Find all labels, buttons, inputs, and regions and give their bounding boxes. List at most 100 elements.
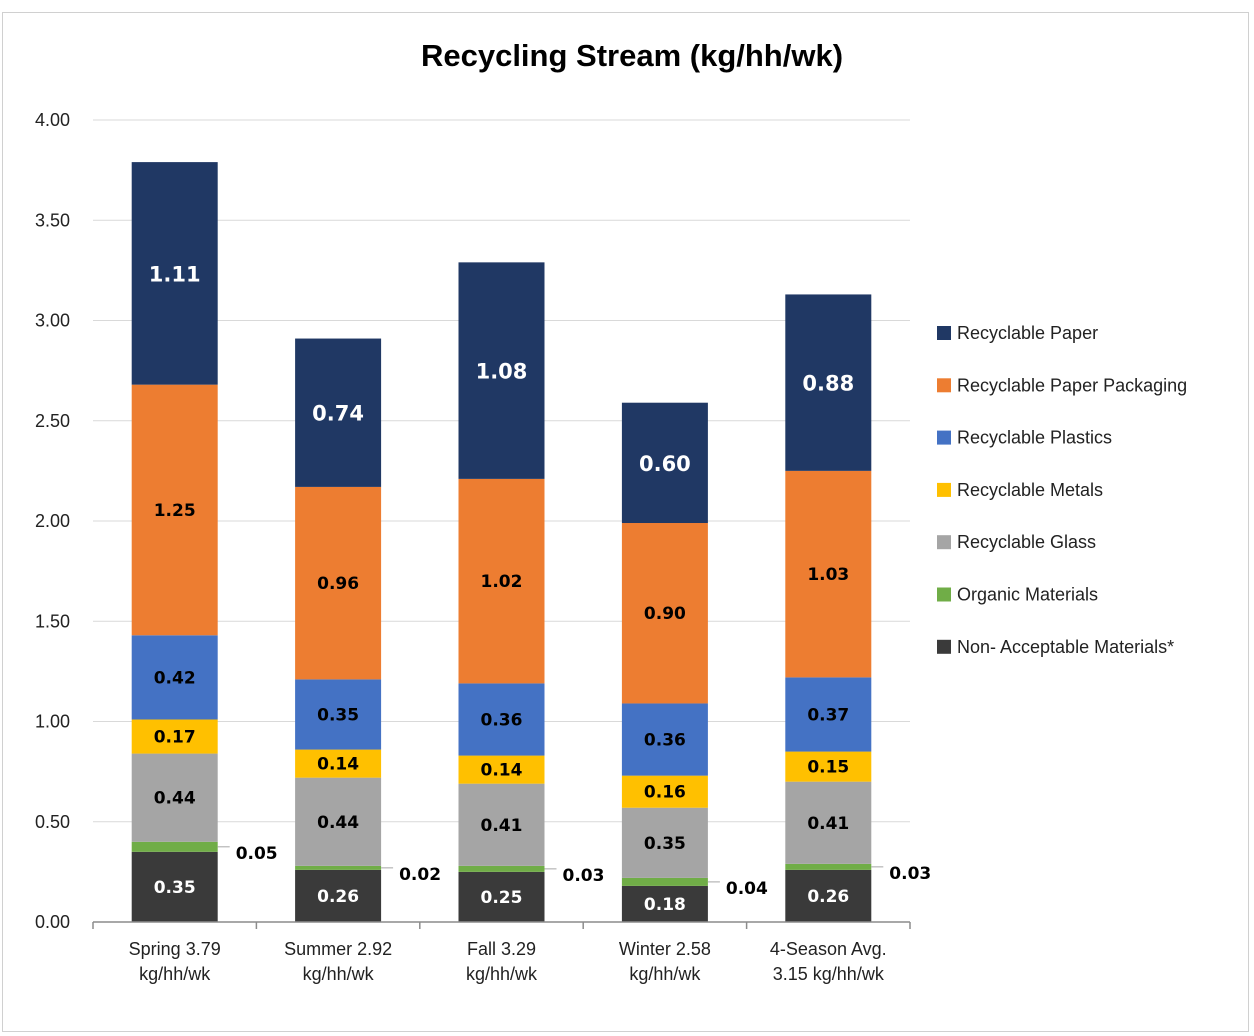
bars: 0.35 0.05 0.44 0.17 0.42 1.25 1.11 0.26 0.02 0.44… <box>131 162 931 922</box>
y-tick-label: 1.50 <box>35 611 70 631</box>
bar-segment <box>785 781 872 864</box>
data-label: 0.26 <box>807 887 849 907</box>
data-label: 0.90 <box>644 604 686 624</box>
x-category-label: kg/hh/wk <box>466 964 538 984</box>
legend: Recyclable Paper Recyclable Paper Packagi… <box>937 323 1187 657</box>
legend-label: Recyclable Plastics <box>957 428 1112 448</box>
bar-segment <box>295 777 382 866</box>
data-label: 0.02 <box>399 865 441 885</box>
legend-label: Organic Materials <box>957 585 1098 605</box>
y-tick-label: 0.50 <box>35 812 70 832</box>
x-category-label: kg/hh/wk <box>629 964 701 984</box>
legend-label: Non- Acceptable Materials* <box>957 637 1174 657</box>
data-label: 1.11 <box>149 262 201 286</box>
data-label: 0.14 <box>317 755 359 775</box>
bar-segment <box>295 679 382 750</box>
data-label: 0.88 <box>802 372 854 396</box>
bar-segment <box>621 807 708 878</box>
bar-segment <box>131 384 218 636</box>
legend-swatch <box>937 587 951 602</box>
bar-segment <box>785 677 872 752</box>
legend-label: Recyclable Paper Packaging <box>957 375 1187 395</box>
bar-segment <box>295 869 382 922</box>
legend-swatch <box>937 378 951 393</box>
data-label: 0.44 <box>154 789 196 809</box>
bar-segment <box>131 719 218 754</box>
data-label: 0.18 <box>644 895 686 915</box>
data-label: 0.44 <box>317 813 359 833</box>
legend-swatch <box>937 482 951 497</box>
y-tick-label: 0.00 <box>35 912 70 932</box>
x-category-label: kg/hh/wk <box>139 964 211 984</box>
x-category-label: Winter 2.58 <box>619 939 711 959</box>
bar-segment <box>458 865 545 872</box>
bar-segment <box>785 863 872 870</box>
data-label: 1.08 <box>476 360 528 384</box>
y-tick-label: 4.00 <box>35 110 70 130</box>
data-label: 0.14 <box>481 761 523 781</box>
data-label: 0.17 <box>154 728 196 748</box>
bar-segment <box>621 523 708 704</box>
y-tick-label: 3.50 <box>35 210 70 230</box>
data-label: 0.15 <box>807 758 849 778</box>
bar-segment <box>295 865 382 870</box>
y-axis: 0.00 0.50 1.00 1.50 2.00 2.50 3.00 3.50 4.00 <box>35 110 70 932</box>
data-label: 0.41 <box>807 814 849 834</box>
y-tick-label: 2.00 <box>35 511 70 531</box>
data-label: 0.42 <box>154 668 196 688</box>
bar-segment <box>295 338 382 487</box>
bar-segment <box>458 783 545 866</box>
legend-label: Recyclable Metals <box>957 480 1103 500</box>
data-label: 0.37 <box>807 705 849 725</box>
bar-segment <box>295 486 382 680</box>
bar-segment <box>785 869 872 922</box>
data-label: 0.03 <box>563 866 605 886</box>
data-label: 0.04 <box>726 879 768 899</box>
bar-segment <box>785 294 872 471</box>
data-label: 0.36 <box>481 710 523 730</box>
y-tick-label: 2.50 <box>35 411 70 431</box>
bar-segment <box>295 749 382 778</box>
x-category-label: 3.15 kg/hh/wk <box>773 964 885 984</box>
bar-segment <box>131 841 218 852</box>
y-tick-label: 3.00 <box>35 311 70 331</box>
bar-segment <box>621 885 708 922</box>
data-label: 0.60 <box>639 452 691 476</box>
bar-segment <box>621 402 708 524</box>
data-label: 0.35 <box>317 705 359 725</box>
data-label: 0.74 <box>312 402 364 426</box>
bar-segment <box>131 635 218 720</box>
x-category-label: kg/hh/wk <box>303 964 375 984</box>
data-label: 1.25 <box>154 501 196 521</box>
legend-swatch <box>937 326 951 340</box>
data-label: 0.41 <box>481 816 523 836</box>
data-label: 0.35 <box>644 834 686 854</box>
data-label: 0.96 <box>317 574 359 594</box>
data-label: 0.16 <box>644 783 686 803</box>
legend-swatch <box>937 639 951 654</box>
bar-segment <box>458 683 545 756</box>
data-label: 0.25 <box>481 888 523 908</box>
legend-swatch <box>937 535 951 550</box>
bar-segment <box>131 851 218 922</box>
x-category-label: Spring 3.79 <box>129 939 221 959</box>
y-tick-label: 1.00 <box>35 712 70 732</box>
bar-segment <box>458 871 545 922</box>
bar-segment <box>458 755 545 784</box>
data-label: 1.02 <box>481 572 523 592</box>
data-label: 0.35 <box>154 878 196 898</box>
legend-swatch <box>937 430 951 445</box>
x-category-label: Fall 3.29 <box>467 939 536 959</box>
x-axis: Spring 3.79 kg/hh/wk Summer 2.92 kg/hh/wk Fa… <box>92 921 911 984</box>
data-label: 0.05 <box>236 844 278 864</box>
x-category-label: Summer 2.92 <box>284 939 392 959</box>
chart-title: Recycling Stream (kg/hh/wk) <box>421 38 843 73</box>
bar-segment <box>131 162 218 385</box>
bar-segment <box>131 753 218 842</box>
data-label: 0.03 <box>889 864 931 884</box>
bar-segment <box>621 775 708 808</box>
data-label: 1.03 <box>807 565 849 585</box>
bar-segment <box>621 877 708 886</box>
bar-segment <box>621 703 708 776</box>
